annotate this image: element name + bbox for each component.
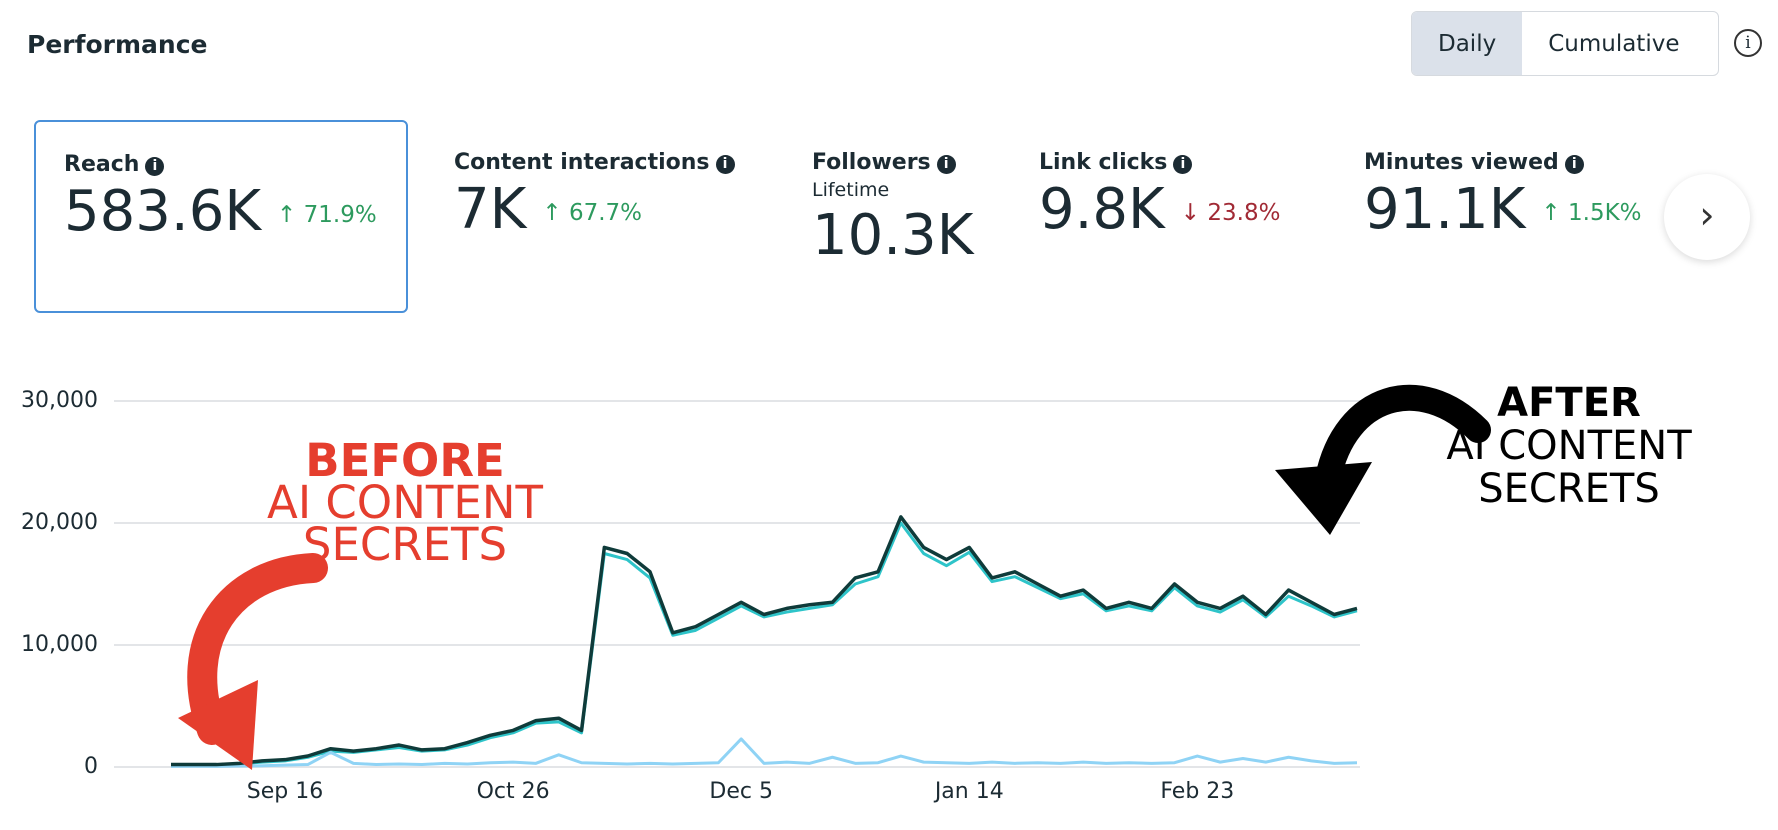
x-tick-label: Oct 26 [477,779,550,804]
metric-card[interactable]: Reach i 583.6K ↑ 71.9% [34,120,408,313]
change: 1.5K% [1568,200,1642,226]
before-arrow [187,553,328,745]
annotation-text: AI CONTENT [1446,423,1692,469]
metric-change: ↑ 71.9% [277,202,377,228]
tab[interactable]: Cumulative [1548,30,1680,57]
annotation-text: BEFORE [305,434,504,487]
metric-name: Content interactions [454,150,710,175]
x-tick-label: Sep 16 [247,779,323,804]
metric-label: Link clicks i [1039,150,1283,175]
tab[interactable]: Daily [1412,12,1523,75]
metric-name: Reach [64,152,140,177]
after-arrow [1315,384,1491,491]
line [170,737,1358,768]
metric-label: Minutes viewed i [1364,150,1608,175]
title: Performance [27,30,208,59]
metric-name: Minutes viewed [1364,150,1559,175]
metric-name: Followers [812,150,931,175]
tabs: Daily Cumulative [1411,11,1719,76]
metric-change: ↑ 1.5K% [1541,200,1641,226]
metric-card[interactable]: Minutes viewed i 91.1K ↑ 1.5K% [1336,120,1642,313]
metric-label: Content interactions i [454,150,738,175]
value: 91.1K [1364,177,1526,242]
annotation-text: AFTER [1497,380,1641,426]
annotation-text: AI CONTENT [267,476,543,529]
metric-label: Reach i [64,152,378,177]
metric-change: ↑ 67.7% [542,200,642,226]
metric-value: 10.3K [812,203,973,268]
x-tick-label: Dec 5 [709,779,773,804]
metric-card[interactable]: Link clicks i 9.8K ↓ 23.8% [1011,120,1311,313]
x-tick-label: Feb 23 [1160,779,1234,804]
next-button[interactable]: › [1664,174,1750,260]
change: 23.8% [1207,200,1281,226]
arrow: ↓ [1180,200,1208,226]
value: 10.3K [812,203,974,268]
value: 7K [454,177,527,242]
metric-name: Link clicks [1039,150,1168,175]
line [171,515,1358,767]
info-icon: i [1173,155,1193,174]
info-icon: i [936,155,956,174]
info-icon: i [715,155,735,174]
info-icon[interactable]: i [1734,29,1762,57]
metric-label: Followers i [812,150,966,175]
annotation-text: SECRETS [1478,466,1659,512]
before-arrow-head [178,680,258,770]
metric-card[interactable]: Followers i Lifetime 10.3K [784,120,994,313]
metric-change: ↓ 23.8% [1181,200,1281,226]
metric-value: 583.6K ↑ 71.9% [64,179,378,244]
value: 9.8K [1039,177,1165,242]
metric-value: 91.1K ↑ 1.5K% [1364,177,1642,242]
change: 67.7% [568,200,643,226]
x-tick-label: Jan 14 [933,779,1004,804]
after-arrow-head [1275,462,1372,535]
arrow: ↑ [542,200,569,226]
y-tick-label: 10,000 [21,632,98,657]
arrow: ↑ [1541,200,1569,226]
change: 71.9% [303,202,377,228]
info-icon: i [1564,155,1584,174]
y-tick-label: 30,000 [21,388,98,413]
metric-sublabel: Lifetime [812,179,890,201]
metric-value: 7K ↑ 67.7% [454,177,738,242]
metric-card[interactable]: Content interactions i 7K ↑ 67.7% [426,120,766,313]
y-tick-label: 20,000 [21,510,98,535]
metric-value: 9.8K ↓ 23.8% [1039,177,1283,242]
y-tick-label: 0 [84,754,98,779]
info-icon: i [145,157,165,176]
arrow: ↑ [277,202,304,228]
annotation-text: SECRETS [303,518,507,571]
value: 583.6K [64,179,262,244]
